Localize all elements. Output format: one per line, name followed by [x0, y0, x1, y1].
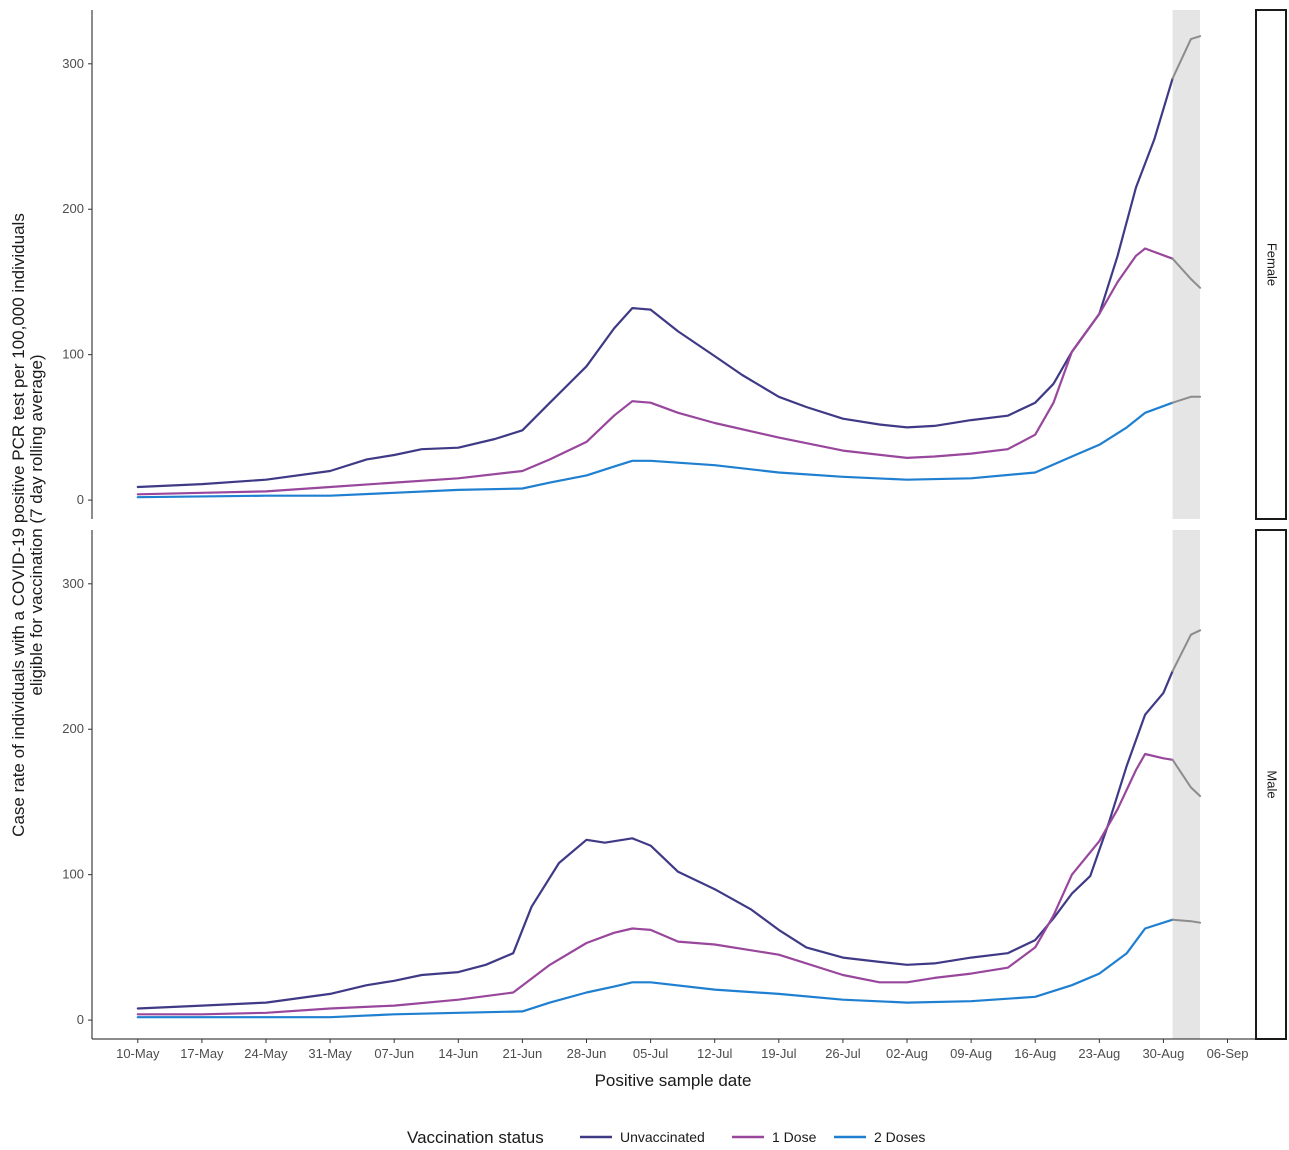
facet-strip-label-female: Female: [1265, 243, 1280, 286]
legend: Vaccination status Unvaccinated 1 Dose 2…: [407, 1128, 925, 1147]
y-tick-label-female-300: 300: [62, 56, 84, 71]
x-tick-label-12-jul: 12-Jul: [697, 1046, 733, 1061]
facet-strip-male: [1255, 529, 1287, 1040]
y-axis-title-line1: Case rate of individuals with a COVID-19…: [9, 213, 28, 837]
y-tick-label-male-200: 200: [62, 721, 84, 736]
series-line-incomplete-male-1-dose: [1171, 758, 1202, 798]
y-axis-title-line2: eligible for vaccination (7 day rolling …: [27, 354, 46, 695]
y-tick-label-female-100: 100: [62, 347, 84, 362]
series-line-incomplete-male-2-doses: [1171, 918, 1202, 924]
legend-label-2-doses: 2 Doses: [874, 1129, 925, 1145]
incomplete-data-band-male: [1172, 530, 1201, 1039]
panels-layer: 0 100 200 300 Female 0 100 200 300 Male 10-May 17-M…: [62, 9, 1287, 1061]
series-line-female-unvaccinated: [136, 77, 1174, 489]
x-tick-label-09-aug: 09-Aug: [950, 1046, 992, 1061]
x-tick-label-02-aug: 02-Aug: [886, 1046, 928, 1061]
x-tick-label-21-jun: 21-Jun: [503, 1046, 543, 1061]
x-tick-label-30-aug: 30-Aug: [1142, 1046, 1184, 1061]
facet-strip-label-male: Male: [1265, 770, 1280, 798]
series-line-incomplete-male-unvaccinated: [1171, 629, 1202, 673]
x-tick-label-26-jul: 26-Jul: [825, 1046, 861, 1061]
legend-label-1-dose: 1 Dose: [772, 1129, 817, 1145]
series-line-incomplete-female-unvaccinated: [1171, 35, 1202, 80]
series-line-female-1-dose: [136, 247, 1174, 496]
x-tick-label-14-jun: 14-Jun: [438, 1046, 478, 1061]
panel-female: 0 100 200 300 Female: [62, 9, 1287, 520]
y-tick-label-female-200: 200: [62, 201, 84, 216]
legend-title: Vaccination status: [407, 1128, 544, 1147]
series-line-male-1-dose: [136, 752, 1174, 1016]
y-tick-label-female-0: 0: [77, 492, 84, 507]
x-tick-label-05-jul: 05-Jul: [633, 1046, 669, 1061]
x-tick-label-31-may: 31-May: [308, 1046, 352, 1061]
series-line-male-2-doses: [136, 918, 1174, 1019]
x-tick-label-06-sep: 06-Sep: [1207, 1046, 1249, 1061]
x-tick-label-16-aug: 16-Aug: [1014, 1046, 1056, 1061]
x-tick-label-23-aug: 23-Aug: [1078, 1046, 1120, 1061]
x-tick-label-10-may: 10-May: [116, 1046, 160, 1061]
series-line-male-unvaccinated: [136, 670, 1174, 1010]
x-axis-title: Positive sample date: [595, 1071, 752, 1090]
y-tick-label-male-0: 0: [77, 1012, 84, 1027]
x-tick-label-17-may: 17-May: [180, 1046, 224, 1061]
series-line-incomplete-female-1-dose: [1171, 257, 1202, 289]
x-tick-label-28-jun: 28-Jun: [567, 1046, 607, 1061]
legend-label-unvaccinated: Unvaccinated: [620, 1129, 705, 1145]
series-line-female-2-doses: [136, 401, 1174, 499]
facet-strip-female: [1255, 9, 1287, 520]
panel-male: 0 100 200 300 Male: [62, 529, 1287, 1040]
y-tick-label-male-300: 300: [62, 576, 84, 591]
x-tick-label-07-jun: 07-Jun: [374, 1046, 414, 1061]
y-tick-label-male-100: 100: [62, 867, 84, 882]
series-line-incomplete-female-2-doses: [1171, 395, 1202, 404]
x-tick-label-19-jul: 19-Jul: [761, 1046, 797, 1061]
x-tick-label-24-may: 24-May: [244, 1046, 288, 1061]
y-axis-title: Case rate of individuals with a COVID-19…: [9, 213, 46, 837]
